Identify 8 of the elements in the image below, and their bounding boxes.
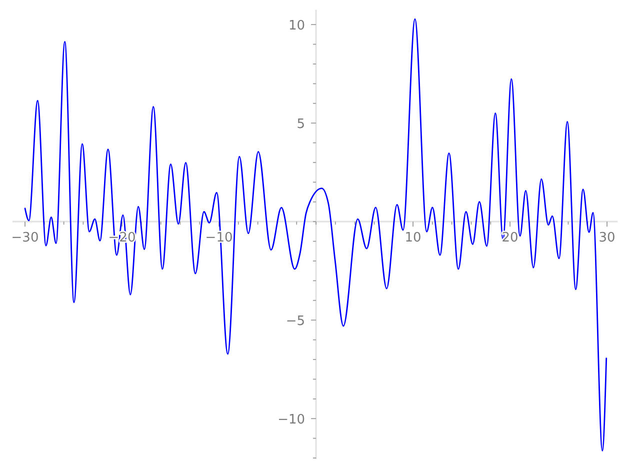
y-tick-label: 10	[288, 18, 306, 34]
y-tick-label: −5	[286, 314, 306, 329]
x-tick-label: 20	[502, 230, 518, 246]
x-tick-label: 10	[404, 230, 422, 246]
y-tick-label: −10	[278, 412, 306, 428]
y-tick-label: 5	[296, 116, 306, 132]
x-tick-label: 30	[598, 230, 616, 246]
x-tick-label: −30	[11, 230, 39, 246]
